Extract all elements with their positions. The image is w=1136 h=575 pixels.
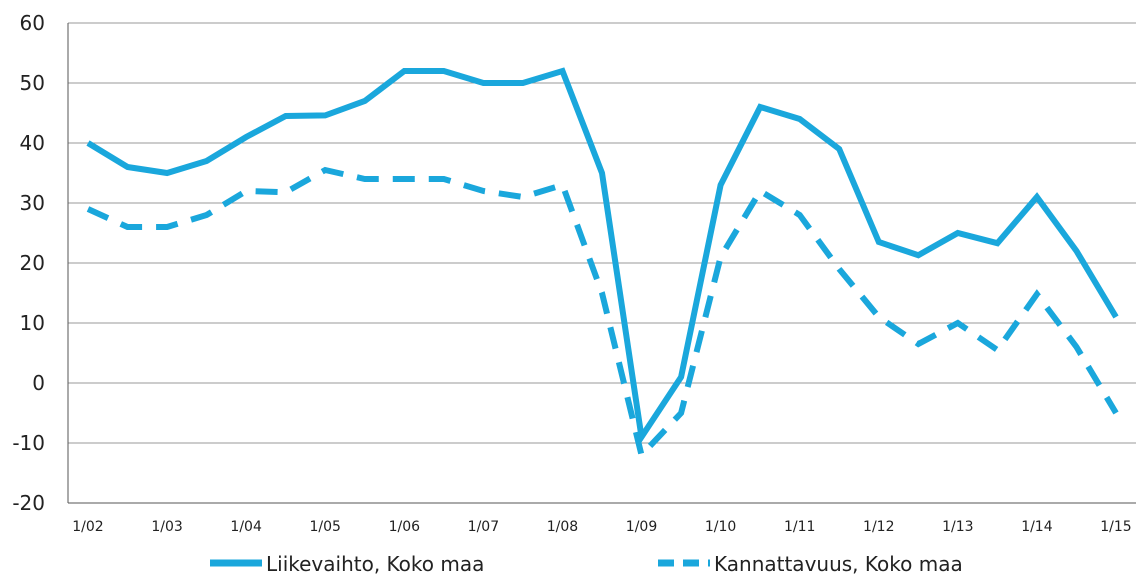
x-tick-label: 1/12 [863,519,894,535]
x-tick-label: 1/06 [389,519,421,535]
x-tick-label: 1/10 [705,519,736,535]
y-tick-label: 30 [20,191,45,215]
y-tick-label: 10 [20,311,45,335]
x-tick-label: 1/13 [942,519,973,535]
y-tick-label: 60 [20,11,45,35]
y-tick-label: -20 [12,491,45,515]
x-tick-label: 1/03 [151,519,182,535]
y-tick-label: 20 [20,251,45,275]
x-tick-label: 1/15 [1100,519,1131,535]
series-lines [86,67,1119,462]
legend-label-2: Kannattavuus, Koko maa [714,552,963,575]
y-tick-label: 40 [20,131,45,155]
legend: Liikevaihto, Koko maa Kannattavuus, Koko … [210,552,963,575]
legend-label-1: Liikevaihto, Koko maa [266,552,484,575]
gridlines [68,22,1136,444]
y-tick-label: 0 [32,371,45,395]
y-tick-label: -10 [12,431,45,455]
x-tick-label: 1/11 [784,519,815,535]
series-line-1 [86,67,1119,446]
axes [67,23,1136,504]
x-tick-label: 1/14 [1021,519,1053,535]
y-tick-label: 50 [20,71,45,95]
series-line-2 [86,166,1119,462]
x-tick-label: 1/02 [72,519,103,535]
x-tick-label: 1/08 [547,519,578,535]
x-tick-label: 1/07 [468,519,499,535]
tick-labels: -20 -10 0 10 20 30 40 50 60 1/02 1/03 1/04 1/05 1/06 1… [12,11,1131,535]
x-tick-label: 1/05 [310,519,341,535]
x-tick-label: 1/04 [230,519,262,535]
x-tick-label: 1/09 [626,519,657,535]
